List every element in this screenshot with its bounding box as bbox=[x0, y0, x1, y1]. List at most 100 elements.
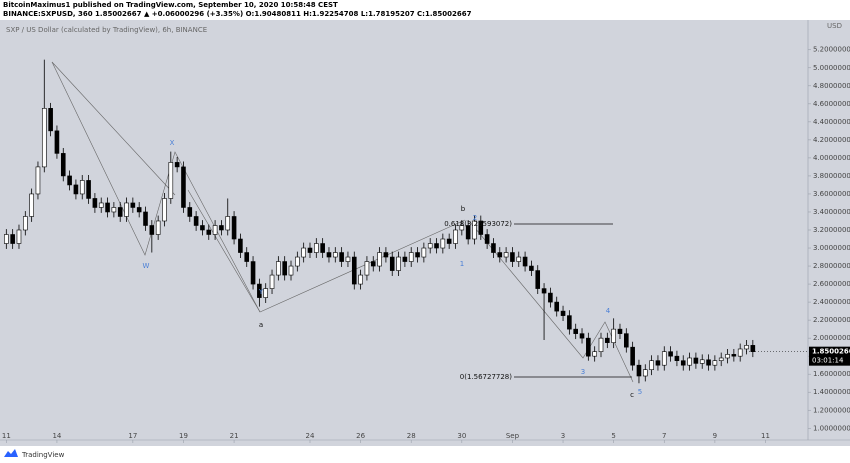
candle-body bbox=[187, 207, 193, 217]
x-tick-label: 24 bbox=[306, 432, 315, 440]
candle-body bbox=[377, 252, 382, 267]
candle-body bbox=[478, 220, 484, 235]
candle-body bbox=[117, 207, 123, 217]
candle-body bbox=[725, 354, 730, 359]
candle-body bbox=[92, 198, 98, 208]
candle-body bbox=[554, 301, 560, 312]
candle-body bbox=[174, 162, 180, 168]
candle-body bbox=[244, 252, 250, 262]
candle-body bbox=[143, 211, 148, 226]
x-tick-label: 3 bbox=[561, 432, 565, 440]
candle-body bbox=[598, 337, 604, 352]
candle-body bbox=[668, 351, 673, 357]
x-tick-label: 17 bbox=[128, 432, 137, 440]
y-tick-label: 4.00000000 bbox=[813, 154, 850, 162]
candle-body bbox=[181, 166, 186, 208]
candle-body bbox=[573, 328, 578, 334]
candle-body bbox=[605, 337, 610, 343]
chart-bg bbox=[0, 20, 850, 446]
annotation: X bbox=[170, 139, 175, 147]
candle-body bbox=[731, 354, 737, 357]
annotation: 5 bbox=[638, 388, 642, 396]
x-tick-label: 19 bbox=[179, 432, 188, 440]
x-tick-label: 11 bbox=[761, 432, 770, 440]
x-tick-label: 21 bbox=[230, 432, 239, 440]
candle-body bbox=[617, 328, 623, 334]
header-line: BitcoinMaximus1 published on TradingView… bbox=[3, 1, 338, 9]
x-tick-label: Sep bbox=[506, 432, 520, 440]
candle-body bbox=[560, 310, 566, 316]
candle-body bbox=[269, 274, 275, 289]
candle-body bbox=[358, 274, 363, 285]
candle-body bbox=[16, 229, 22, 244]
candle-body bbox=[168, 162, 174, 199]
candle-body bbox=[586, 337, 591, 357]
candle-body bbox=[79, 180, 85, 195]
candle-body bbox=[48, 108, 53, 132]
candle-body bbox=[193, 216, 199, 226]
candle-body bbox=[206, 229, 212, 235]
x-tick-label: 9 bbox=[713, 432, 717, 440]
candle-body bbox=[219, 225, 224, 231]
footer-logo: TradingView bbox=[4, 449, 65, 459]
candle-body bbox=[250, 261, 256, 285]
candle-body bbox=[60, 153, 66, 177]
candle-body bbox=[124, 202, 129, 217]
wave-line bbox=[51, 61, 261, 313]
y-tick-label: 2.40000000 bbox=[813, 298, 850, 306]
annotation: 0.618(3.26593072) bbox=[444, 220, 512, 228]
candle-body bbox=[396, 256, 401, 271]
candle-body bbox=[276, 261, 281, 276]
candle-body bbox=[212, 225, 218, 235]
wave-line bbox=[469, 221, 634, 383]
candle-body bbox=[699, 359, 705, 364]
candle-body bbox=[98, 202, 104, 208]
y-tick-label: 5.20000000 bbox=[813, 46, 850, 54]
footer-bg bbox=[0, 446, 850, 463]
candle-body bbox=[4, 234, 9, 244]
y-tick-label: 2.00000000 bbox=[813, 334, 850, 342]
candle-body bbox=[541, 288, 547, 294]
candle-body bbox=[408, 252, 414, 262]
annotation: 4 bbox=[606, 307, 611, 315]
candle-body bbox=[389, 256, 395, 271]
candle-body bbox=[339, 252, 344, 262]
candle-body bbox=[636, 364, 642, 377]
wave-line bbox=[187, 189, 466, 313]
candle-body bbox=[744, 345, 749, 350]
candle-body bbox=[687, 357, 692, 366]
candle-body bbox=[307, 247, 313, 253]
x-tick-label: 30 bbox=[457, 432, 466, 440]
candle-body bbox=[54, 130, 60, 154]
candle-body bbox=[73, 184, 79, 195]
candle-body bbox=[491, 243, 496, 253]
candle-body bbox=[238, 238, 243, 253]
candle-body bbox=[288, 265, 294, 276]
candle-body bbox=[567, 315, 572, 330]
candle-body bbox=[326, 252, 332, 258]
candle-body bbox=[23, 216, 28, 231]
candle-body bbox=[41, 108, 47, 168]
y-tick-label: 4.20000000 bbox=[813, 136, 850, 144]
footer-brand: TradingView bbox=[21, 451, 65, 459]
annotation: 2 bbox=[473, 214, 477, 222]
logo-icon bbox=[4, 449, 18, 457]
y-tick-label: 4.80000000 bbox=[813, 82, 850, 90]
candle-body bbox=[351, 256, 357, 285]
candle-body bbox=[130, 202, 136, 208]
header-line: BINANCE:SXPUSD, 360 1.85002667 ▲ +0.0600… bbox=[3, 10, 472, 18]
annotation: W bbox=[143, 262, 150, 270]
candle-body bbox=[111, 207, 117, 213]
x-tick-label: 28 bbox=[407, 432, 416, 440]
wave-lines bbox=[51, 61, 634, 383]
x-tick-label: 11 bbox=[2, 432, 11, 440]
candle-body bbox=[718, 357, 724, 361]
y-tick-label: 3.60000000 bbox=[813, 190, 850, 198]
candle-body bbox=[535, 270, 541, 289]
candle-body bbox=[472, 220, 477, 240]
candle-body bbox=[427, 243, 433, 249]
candle-body bbox=[105, 202, 110, 213]
candle-body bbox=[257, 283, 262, 298]
candle-body bbox=[67, 175, 72, 186]
